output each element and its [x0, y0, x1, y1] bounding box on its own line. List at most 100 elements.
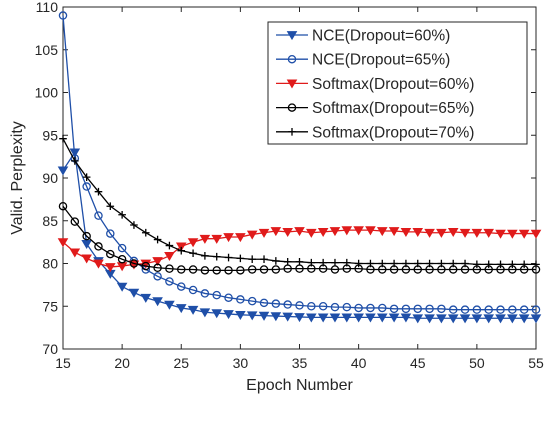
data-point	[272, 257, 280, 265]
data-point	[318, 301, 328, 311]
data-point	[508, 305, 517, 314]
data-point	[258, 228, 270, 238]
data-point	[307, 301, 316, 311]
data-point	[224, 266, 233, 275]
data-point	[484, 305, 493, 314]
data-point	[58, 11, 68, 20]
x-tick-label: 15	[55, 355, 71, 371]
data-point	[236, 295, 245, 304]
y-tick-label: 95	[42, 127, 58, 143]
data-point	[400, 228, 412, 238]
data-point	[473, 260, 481, 269]
data-point	[342, 302, 352, 312]
data-point	[283, 300, 292, 309]
data-point	[259, 298, 269, 308]
data-point	[460, 305, 470, 314]
data-point	[152, 297, 163, 307]
series-layer	[57, 11, 542, 324]
data-point	[294, 227, 305, 237]
data-point	[413, 304, 422, 314]
data-point	[106, 202, 115, 211]
data-point	[140, 259, 152, 269]
data-point	[212, 252, 221, 261]
data-point	[365, 313, 376, 323]
data-point	[495, 314, 506, 324]
data-point	[319, 258, 327, 267]
data-point	[58, 201, 68, 211]
y-axis: 70 75 80 85 90 95 100 105 110	[35, 0, 536, 357]
data-point	[294, 313, 305, 323]
data-point	[282, 228, 293, 238]
data-point	[153, 272, 162, 281]
data-point	[247, 296, 257, 306]
data-point	[484, 260, 493, 269]
data-point	[188, 285, 198, 295]
data-point	[459, 314, 471, 324]
data-point	[71, 157, 79, 165]
data-point	[472, 305, 482, 314]
data-point	[402, 259, 410, 268]
data-point	[437, 259, 446, 268]
data-point	[94, 211, 103, 220]
data-point	[495, 229, 506, 239]
data-point	[117, 254, 127, 264]
data-point	[106, 249, 115, 259]
data-point	[165, 277, 174, 286]
data-point	[211, 234, 223, 244]
data-point	[199, 234, 211, 244]
data-point	[295, 301, 304, 310]
legend-label: Softmax(Dropout=70%)	[312, 124, 474, 141]
data-point	[260, 255, 268, 264]
data-point	[365, 226, 376, 236]
data-point	[223, 233, 234, 243]
data-point	[164, 251, 175, 261]
data-point	[81, 254, 92, 264]
x-tick-label: 40	[351, 355, 367, 371]
series-1	[57, 148, 542, 324]
data-point	[105, 263, 116, 273]
y-tick-label: 90	[42, 170, 58, 186]
legend: NCE(Dropout=60%) NCE(Dropout=65%) Softmax(…	[267, 21, 528, 145]
legend-marker	[286, 79, 298, 89]
data-point	[507, 314, 518, 324]
y-tick-label: 85	[42, 213, 58, 229]
data-point	[448, 305, 458, 314]
data-point	[271, 299, 281, 308]
data-point	[70, 217, 80, 226]
data-point	[518, 229, 530, 239]
data-point	[354, 303, 363, 313]
data-point	[235, 233, 246, 243]
data-point	[271, 265, 281, 274]
data-point	[224, 293, 233, 302]
data-point	[130, 221, 138, 229]
data-point	[187, 238, 199, 248]
data-point	[343, 258, 351, 267]
data-point	[118, 210, 126, 219]
data-point	[223, 310, 234, 320]
legend-item: Softmax(Dropout=70%)	[276, 124, 474, 141]
x-axis: 15 20 25 30 35 40 45 50 55	[55, 7, 544, 371]
data-point	[390, 259, 398, 268]
data-point	[329, 313, 341, 323]
data-point	[449, 259, 458, 268]
data-point	[330, 302, 340, 312]
data-point	[295, 257, 304, 266]
data-point	[236, 254, 245, 263]
x-tick-label: 50	[469, 355, 485, 371]
data-point	[117, 243, 127, 253]
legend-label: NCE(Dropout=65%)	[312, 52, 450, 69]
series-5	[59, 134, 540, 269]
y-tick-label: 100	[35, 85, 59, 101]
x-tick-label: 35	[292, 355, 308, 371]
data-point	[341, 226, 353, 236]
data-point	[331, 258, 339, 267]
y-tick-label: 80	[42, 256, 58, 272]
data-point	[188, 265, 198, 274]
legend-marker	[288, 128, 296, 136]
data-point	[246, 230, 258, 240]
series-4	[58, 201, 541, 275]
data-point	[307, 258, 316, 267]
x-tick-label: 45	[410, 355, 426, 371]
legend-item: NCE(Dropout=65%)	[276, 52, 450, 69]
data-point	[425, 259, 434, 268]
